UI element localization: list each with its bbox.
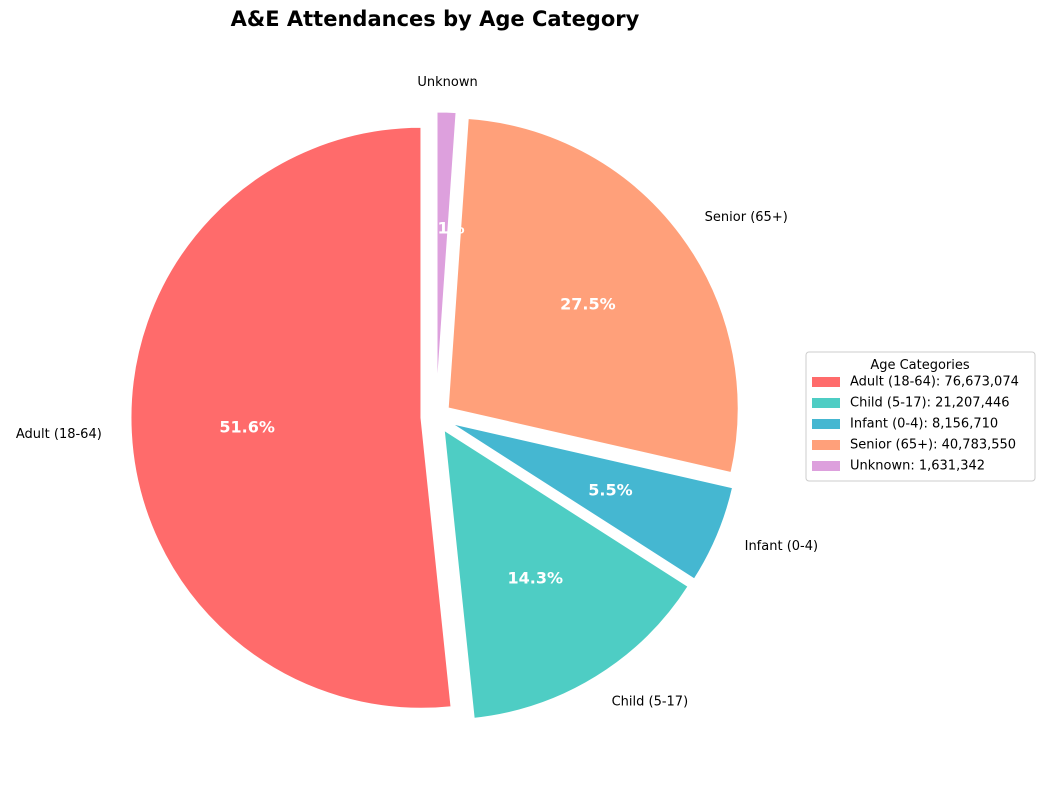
slice-label-senior-65: Senior (65+) [705, 210, 788, 225]
legend-swatch-senior-65 [812, 440, 840, 450]
pie-slices [129, 110, 740, 720]
pie-slice-infant-0-4 [448, 421, 735, 581]
legend-label-senior-65: Senior (65+): 40,783,550 [850, 438, 1016, 453]
legend-swatch-adult-18-64 [812, 377, 840, 387]
legend-label-infant-0-4: Infant (0-4): 8,156,710 [850, 417, 998, 432]
slice-label-adult-18-64: Adult (18-64) [16, 427, 102, 442]
pie-slice-senior-65 [446, 116, 740, 475]
legend-items: Adult (18-64): 76,673,074 Child (5-17): 2… [812, 375, 1019, 474]
pie-slice-adult-18-64 [129, 125, 453, 710]
legend-swatch-infant-0-4 [812, 419, 840, 429]
pct-label-unknown: 1.1% [420, 218, 464, 237]
pct-label-infant-0-4: 5.5% [588, 481, 632, 500]
slice-label-infant-0-4: Infant (0-4) [745, 539, 818, 554]
pct-label-adult-18-64: 51.6% [219, 417, 275, 436]
legend-title: Age Categories [870, 358, 970, 373]
slice-label-unknown: Unknown [417, 75, 477, 90]
slice-label-child-5-17: Child (5-17) [612, 694, 689, 709]
pct-label-senior-65: 27.5% [560, 295, 616, 314]
pie-slice-unknown [435, 110, 458, 403]
pie-slice-child-5-17 [442, 427, 691, 720]
chart-title: A&E Attendances by Age Category [231, 7, 640, 31]
legend-frame [805, 351, 1036, 482]
legend-swatch-unknown [812, 461, 840, 471]
legend-label-adult-18-64: Adult (18-64): 76,673,074 [850, 375, 1019, 390]
legend-label-unknown: Unknown: 1,631,342 [850, 459, 985, 474]
legend-swatch-child-5-17 [812, 398, 840, 408]
pct-label-child-5-17: 14.3% [507, 569, 563, 588]
legend: Age Categories Adult (18-64): 76,673,074… [805, 351, 1036, 482]
legend-label-child-5-17: Child (5-17): 21,207,446 [850, 396, 1010, 411]
slice-labels: Adult (18-64) Child (5-17) Infant (0-4) Sen… [16, 75, 818, 709]
percentage-labels: 51.6% 14.3% 5.5% 27.5% 1.1% [219, 218, 632, 587]
